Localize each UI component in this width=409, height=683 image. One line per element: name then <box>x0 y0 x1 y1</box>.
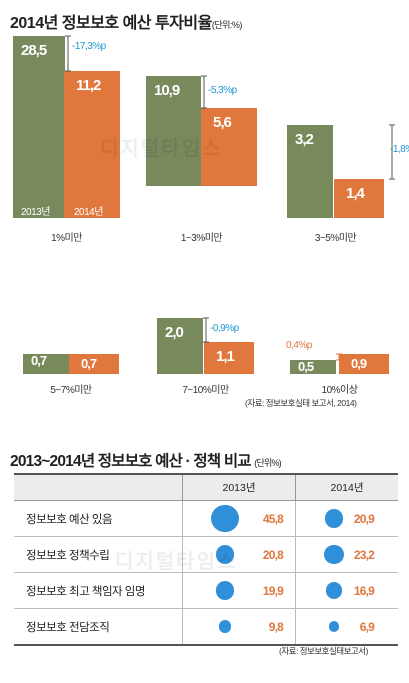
bar-2013-5 <box>157 318 203 374</box>
value-2013-3: 3,2 <box>295 131 314 148</box>
value-2014-1: 11,2 <box>76 77 101 94</box>
value-dot <box>325 582 343 599</box>
cell-2014: 20,9 <box>295 500 398 537</box>
row-label: 정보보호 정책수립 <box>14 536 183 573</box>
table-header-blank <box>14 473 183 501</box>
diff-label-1: -17,3%p <box>72 41 106 52</box>
diff-label-2: -5,3%p <box>208 85 237 96</box>
value-2014-5: 1,1 <box>216 348 235 365</box>
value-dot <box>328 621 340 632</box>
dot-value: 16,9 <box>353 583 375 598</box>
value-2013-2: 10,9 <box>154 82 180 99</box>
watermark-bottom: 디지털타임스 <box>115 551 238 573</box>
bar-2013-4 <box>23 354 69 374</box>
category-label-1: 1%미만 <box>51 233 82 244</box>
value-dot <box>215 581 235 600</box>
category-label-3: 3~5%미만 <box>314 233 357 244</box>
bar-2013-6 <box>290 360 336 374</box>
value-2013-5: 2,0 <box>165 324 184 341</box>
diff-label-3: -1,8%p <box>390 144 409 155</box>
chart-title: 2014년 정보보호 예산 투자비율(단위:%) <box>10 15 242 32</box>
value-2013-6: 0,5 <box>298 359 314 374</box>
table-row: 정보보호 전담조직 9,8 6,9 <box>14 608 398 646</box>
value-2014-6: 0,9 <box>351 356 367 371</box>
dot-value: 20,8 <box>262 547 284 562</box>
value-dot <box>324 544 344 565</box>
value-2013-4: 0,7 <box>31 353 47 368</box>
bar-2014-3 <box>334 179 384 218</box>
value-2014-4: 0,7 <box>81 356 97 371</box>
cell-2014: 16,9 <box>295 572 398 609</box>
table-source: (자료: 정보보호실태보고서) <box>279 646 368 656</box>
watermark-top: 디지털타임스 <box>100 138 223 160</box>
bar-2014-2 <box>201 108 257 186</box>
category-label-2: 1~3%미만 <box>180 233 223 244</box>
bar-2013-3 <box>287 125 333 218</box>
bar-2014-4 <box>69 354 119 374</box>
dot-value: 45,8 <box>262 511 284 526</box>
year-label-2013: 2013년 <box>21 207 50 218</box>
category-label-5: 7~10%미만 <box>182 385 229 396</box>
cell-2013: 9,8 <box>182 608 296 646</box>
value-dot <box>218 620 232 633</box>
dot-value: 9,8 <box>268 619 284 634</box>
cell-2014: 6,9 <box>295 608 398 646</box>
value-2014-2: 5,6 <box>213 114 232 131</box>
bar-chart <box>13 35 395 374</box>
row-label: 정보보호 예산 있음 <box>14 500 183 537</box>
cell-2013: 19,9 <box>182 572 296 609</box>
dot-value: 6,9 <box>359 619 375 634</box>
diff-label-5: -0,9%p <box>210 323 239 334</box>
row-label: 정보보호 전담조직 <box>14 608 183 646</box>
cell-2013: 20,8 <box>182 536 296 573</box>
table-row: 정보보호 예산 있음 45,8 20,9 <box>14 500 398 537</box>
value-dot <box>211 504 239 533</box>
cell-2013: 45,8 <box>182 500 296 537</box>
cell-2014: 23,2 <box>295 536 398 573</box>
bar-2013-1 <box>13 36 65 218</box>
dot-value: 19,9 <box>262 583 284 598</box>
row-label: 정보보호 최고 책임자 임명 <box>14 572 183 609</box>
bar-2014-1 <box>64 71 120 218</box>
table-row: 정보보호 정책수립 20,8 23,2 <box>14 536 398 573</box>
bar-2014-5 <box>204 342 254 374</box>
diff-label-6: 0,4%p <box>286 340 312 351</box>
value-dot <box>215 545 235 564</box>
chart-source: (자료: 정보보호실태 보고서, 2014) <box>245 398 357 408</box>
value-2014-3: 1,4 <box>346 185 365 202</box>
value-2013-1: 28,5 <box>21 42 47 59</box>
year-label-2014: 2014년 <box>74 207 103 218</box>
dot-value: 20,9 <box>353 511 375 526</box>
table-row: 정보보호 최고 책임자 임명 19,9 16,9 <box>14 572 398 609</box>
value-dot <box>324 509 344 528</box>
bar-2013-2 <box>146 76 201 186</box>
table-title: 2013~2014년 정보보호 예산 · 정책 비교 (단위%) <box>10 453 282 470</box>
table-header-2014: 2014년 <box>295 473 398 501</box>
bar-2014-6 <box>339 354 389 374</box>
category-label-6: 10%이상 <box>321 385 358 396</box>
table-header-2013: 2013년 <box>182 473 296 501</box>
category-label-4: 5~7%미만 <box>50 385 92 396</box>
dot-value: 23,2 <box>353 547 375 562</box>
comparison-table: 2013년 2014년 정보보호 예산 있음 45,8 20,9 정보보호 정책수립 2… <box>14 473 398 646</box>
